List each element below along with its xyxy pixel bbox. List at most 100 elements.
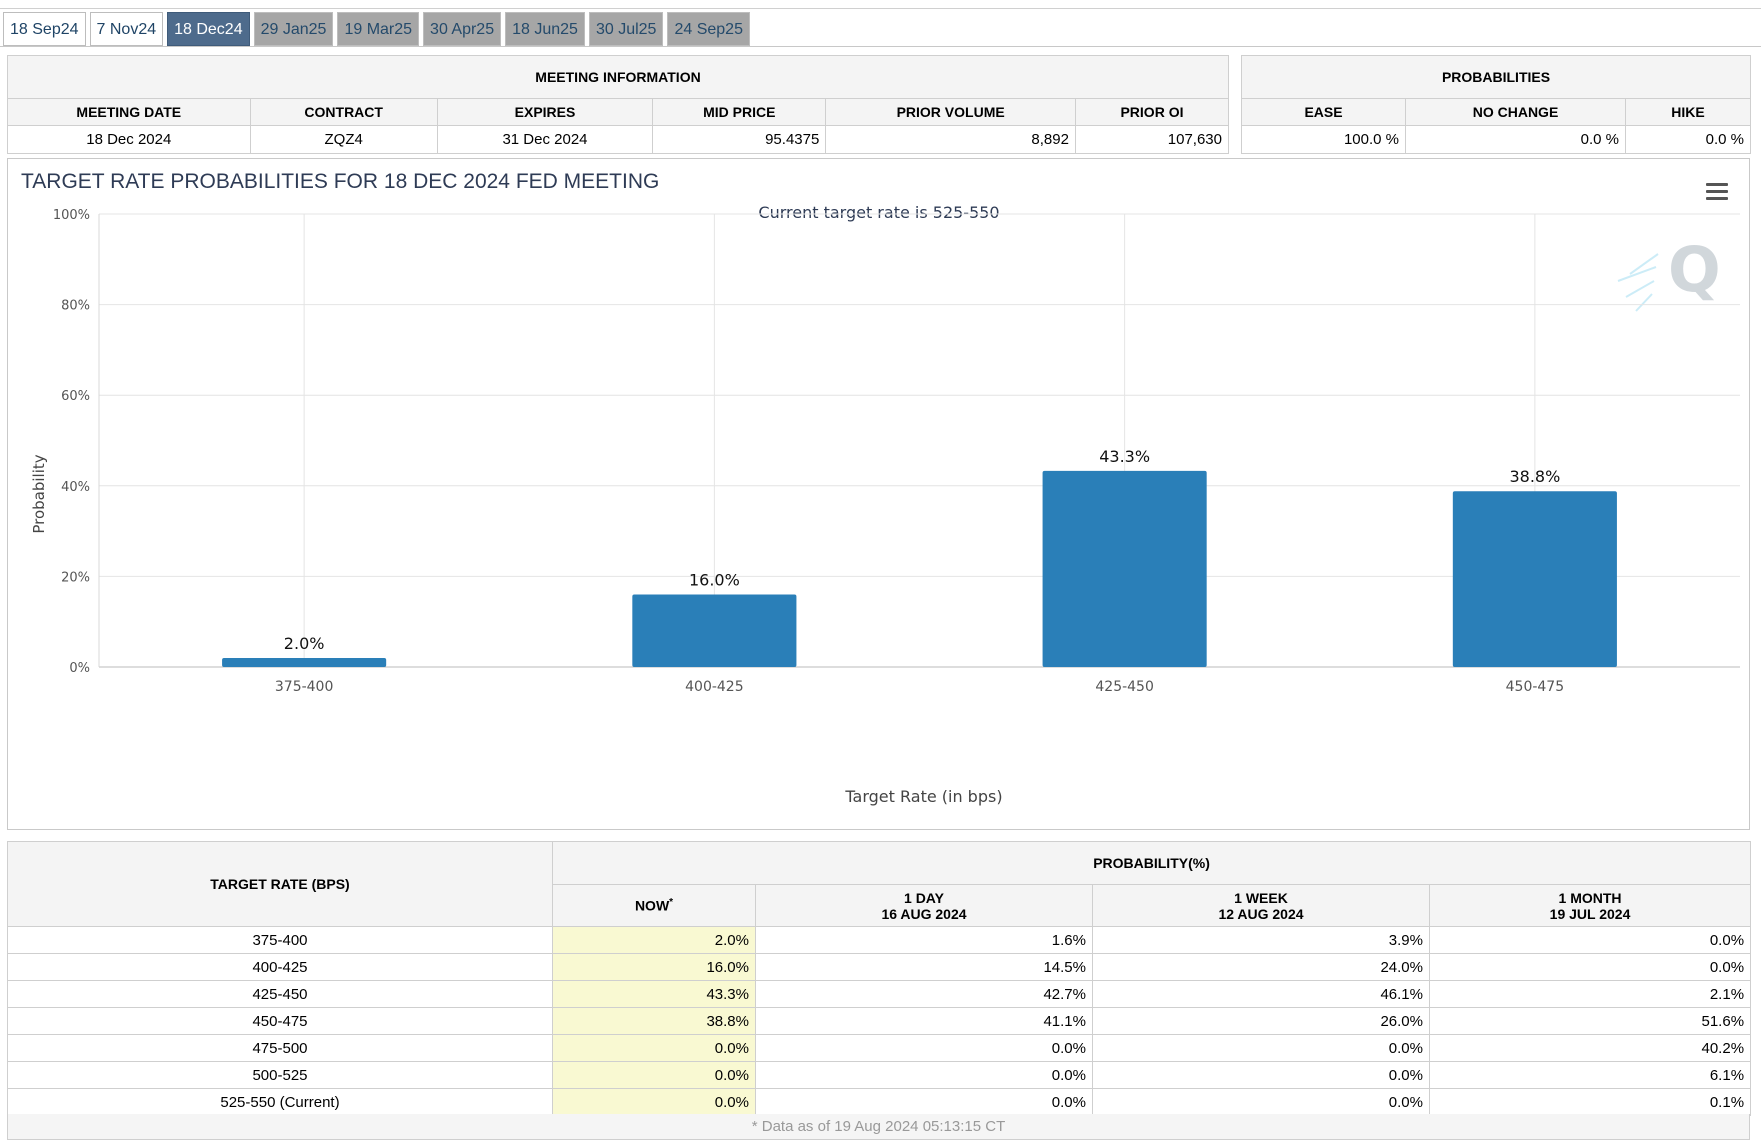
- col-header-1day-label: 1 DAY: [904, 889, 944, 906]
- col-header-now-mark: *: [669, 897, 674, 909]
- tab-meeting[interactable]: 24 Sep25: [667, 12, 750, 46]
- month-cell: 0.1%: [1428, 1088, 1752, 1116]
- x-axis-label: Target Rate (in bps): [844, 787, 1002, 806]
- target-rate-chart: TARGET RATE PROBABILITIES FOR 18 DEC 202…: [21, 170, 1740, 806]
- day-cell: 14.5%: [755, 953, 1093, 981]
- col-header-prior-oi: PRIOR OI: [1074, 98, 1230, 126]
- chart-title: TARGET RATE PROBABILITIES FOR 18 DEC 202…: [21, 170, 659, 193]
- month-cell: 2.1%: [1428, 980, 1752, 1008]
- day-cell: 0.0%: [755, 1061, 1093, 1089]
- prior-oi-value: 107,630: [1074, 125, 1230, 154]
- y-tick-label: 0%: [69, 661, 90, 676]
- tab-meeting[interactable]: 7 Nov24: [89, 12, 164, 46]
- x-tick-label: 400-425: [685, 679, 744, 695]
- week-cell: 0.0%: [1092, 1061, 1430, 1089]
- table-row: 425-450 43.3% 42.7% 46.1% 2.1%: [7, 980, 1752, 1008]
- now-cell: 43.3%: [552, 980, 756, 1008]
- table-row: 400-425 16.0% 14.5% 24.0% 0.0%: [7, 953, 1752, 981]
- contract-value: ZQZ4: [249, 125, 438, 154]
- col-header-ease: EASE: [1241, 98, 1406, 126]
- col-header-target-rate: TARGET RATE (BPS): [7, 841, 553, 927]
- rate-cell: 500-525: [7, 1061, 553, 1089]
- rate-cell: 525-550 (Current): [7, 1088, 553, 1116]
- y-tick-label: 40%: [61, 480, 90, 495]
- bar-375-400[interactable]: [222, 657, 387, 667]
- probability-table: TARGET RATE (BPS) PROBABILITY(%) NOW* 1 …: [7, 841, 1752, 1116]
- watermark-logo-icon: Q: [1617, 233, 1721, 312]
- day-cell: 1.6%: [755, 926, 1093, 954]
- y-axis-ticks: 0% 20% 40% 60% 80% 100%: [53, 208, 90, 676]
- now-cell: 0.0%: [552, 1034, 756, 1062]
- col-header-1month: 1 MONTH 19 JUL 2024: [1428, 884, 1752, 927]
- rate-cell: 375-400: [7, 926, 553, 954]
- bar-400-425[interactable]: [632, 594, 797, 667]
- col-header-now: NOW*: [552, 884, 756, 927]
- chart-subtitle: Current target rate is 525-550: [758, 203, 999, 222]
- col-header-no-change: NO CHANGE: [1405, 98, 1626, 126]
- col-header-prior-volume: PRIOR VOLUME: [825, 98, 1076, 126]
- day-cell: 0.0%: [755, 1034, 1093, 1062]
- meeting-info-table: MEETING INFORMATION MEETING DATE CONTRAC…: [7, 55, 1230, 154]
- col-header-meeting-date: MEETING DATE: [7, 98, 251, 126]
- week-cell: 0.0%: [1092, 1034, 1430, 1062]
- rate-cell: 475-500: [7, 1034, 553, 1062]
- now-cell: 38.8%: [552, 1007, 756, 1035]
- week-cell: 46.1%: [1092, 980, 1430, 1008]
- x-tick-label: 425-450: [1095, 679, 1154, 695]
- now-cell: 0.0%: [552, 1088, 756, 1116]
- tab-meeting[interactable]: 18 Sep24: [3, 12, 86, 46]
- table-row: 475-500 0.0% 0.0% 0.0% 40.2%: [7, 1034, 1752, 1062]
- col-header-contract: CONTRACT: [249, 98, 438, 126]
- col-header-expires: EXPIRES: [436, 98, 654, 126]
- probabilities-table: PROBABILITIES EASE NO CHANGE HIKE 100.0 …: [1241, 55, 1751, 154]
- col-header-1day: 1 DAY 16 AUG 2024: [755, 884, 1093, 927]
- tab-meeting[interactable]: 30 Apr25: [423, 12, 502, 46]
- tab-meeting[interactable]: 19 Mar25: [337, 12, 420, 46]
- now-cell: 16.0%: [552, 953, 756, 981]
- bar-425-450[interactable]: [1042, 470, 1207, 667]
- col-header-probability-group: PROBABILITY(%): [551, 841, 1752, 885]
- table-row: 500-525 0.0% 0.0% 0.0% 6.1%: [7, 1061, 1752, 1089]
- day-cell: 42.7%: [755, 980, 1093, 1008]
- col-header-1week: 1 WEEK 12 AUG 2024: [1092, 884, 1430, 927]
- x-tick-label: 375-400: [275, 679, 334, 695]
- tab-meeting[interactable]: 29 Jan25: [253, 12, 334, 46]
- data-label: 38.8%: [1509, 467, 1560, 486]
- mid-price-value: 95.4375: [652, 125, 827, 154]
- rate-cell: 425-450: [7, 980, 553, 1008]
- tabs-divider: [0, 46, 1761, 47]
- data-label: 43.3%: [1099, 447, 1150, 466]
- month-cell: 51.6%: [1428, 1007, 1752, 1035]
- table-row: 375-400 2.0% 1.6% 3.9% 0.0%: [7, 926, 1752, 954]
- chart-bars: 2.0% 16.0% 43.3% 38.8%: [222, 447, 1617, 667]
- day-cell: 41.1%: [755, 1007, 1093, 1035]
- day-cell: 0.0%: [755, 1088, 1093, 1116]
- month-cell: 6.1%: [1428, 1061, 1752, 1089]
- tab-meeting[interactable]: 18 Dec24: [167, 12, 250, 46]
- col-header-mid-price: MID PRICE: [652, 98, 827, 126]
- table-row: 525-550 (Current) 0.0% 0.0% 0.0% 0.1%: [7, 1088, 1752, 1116]
- month-cell: 40.2%: [1428, 1034, 1752, 1062]
- data-label: 2.0%: [284, 634, 325, 653]
- col-header-1day-date: 16 AUG 2024: [881, 905, 967, 922]
- col-header-1week-date: 12 AUG 2024: [1218, 905, 1304, 922]
- meeting-date-value: 18 Dec 2024: [7, 125, 251, 154]
- bar-450-475[interactable]: [1452, 491, 1617, 667]
- table-row: 450-475 38.8% 41.1% 26.0% 51.6%: [7, 1007, 1752, 1035]
- data-label: 16.0%: [689, 571, 740, 590]
- now-cell: 0.0%: [552, 1061, 756, 1089]
- week-cell: 3.9%: [1092, 926, 1430, 954]
- data-timestamp-note: * Data as of 19 Aug 2024 05:13:15 CT: [7, 1114, 1750, 1140]
- x-axis-ticks: 375-400 400-425 425-450 450-475: [275, 679, 1564, 695]
- meeting-info-title: MEETING INFORMATION: [7, 55, 1229, 99]
- col-header-now-label: NOW: [634, 897, 670, 914]
- no-change-value: 0.0 %: [1405, 125, 1626, 154]
- tab-meeting[interactable]: 18 Jun25: [505, 12, 585, 46]
- month-cell: 0.0%: [1428, 926, 1752, 954]
- chart-menu-icon[interactable]: [1706, 183, 1728, 200]
- week-cell: 26.0%: [1092, 1007, 1430, 1035]
- x-tick-label: 450-475: [1506, 679, 1565, 695]
- y-tick-label: 80%: [61, 299, 90, 314]
- tab-meeting[interactable]: 30 Jul25: [588, 12, 664, 46]
- expires-value: 31 Dec 2024: [436, 125, 654, 154]
